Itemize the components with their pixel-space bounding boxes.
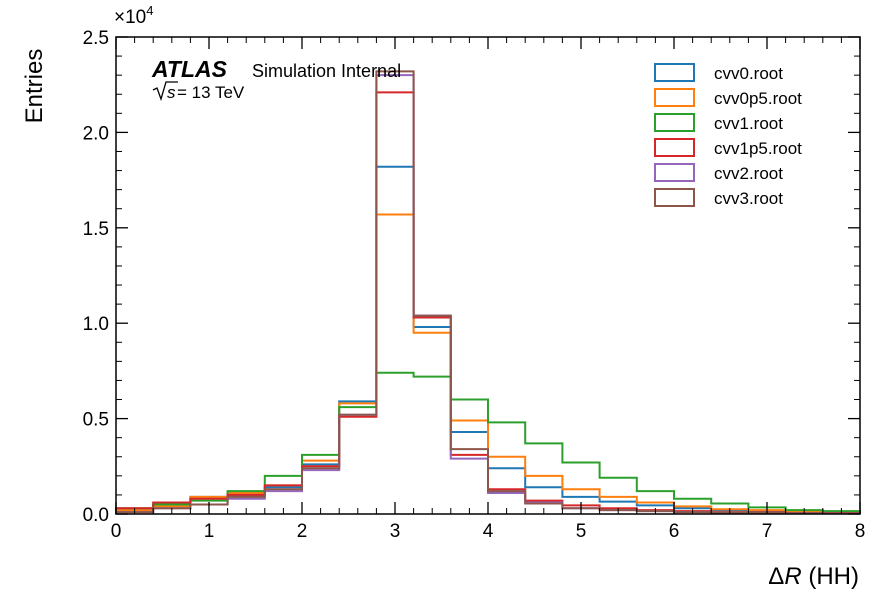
y-tick-label: 2.0 [83,123,109,144]
x-tick-label: 1 [204,521,215,542]
legend-label: cvv0.root [714,64,783,83]
y-tick-label: 0.0 [83,505,109,526]
ticks-group: 0 1 2 3 4 5 6 7 8 0.0 0.5 1.0 1.5 2.0 2.5 [83,28,866,542]
y-tick-label: 1.5 [83,219,109,240]
y-multiplier-base: ×10 [114,7,146,28]
legend-label: cvv1.root [714,114,783,133]
legend-swatch [654,138,695,157]
x-tick-label: 6 [669,521,680,542]
atlas-brand: ATLAS [151,56,228,82]
energy-value: = 13 TeV [177,83,245,102]
x-tick-label: 5 [576,521,587,542]
atlas-label: ATLAS Simulation Internal s = 13 TeV [151,56,401,102]
x-tick-label: 0 [111,521,122,542]
x-tick-label: 7 [762,521,773,542]
x-axis-title-suffix: (HH) [802,563,859,590]
x-tick-label: 2 [297,521,308,542]
x-axis-title: ΔR (HH) [768,563,859,590]
sqrt-sign [152,81,178,102]
legend-swatch [654,188,695,207]
x-tick-label: 3 [390,521,401,542]
legend-label: cvv0p5.root [714,89,802,108]
y-tick-label: 2.5 [83,28,109,49]
atlas-status: Simulation Internal [252,61,401,81]
x-tick-label: 8 [855,521,866,542]
y-multiplier-exponent: 4 [146,3,153,18]
x-axis-title-prefix: Δ [768,563,784,590]
legend-swatch [654,163,695,182]
x-axis-title-var: R [784,563,801,590]
legend-swatch [654,88,695,107]
x-tick-label: 4 [483,521,494,542]
y-axis-title: Entries [21,49,48,124]
y-tick-label: 0.5 [83,410,109,431]
energy-label: s = 13 TeV [152,81,245,102]
plot-frame [115,36,861,515]
legend: cvv0.root cvv0p5.root cvv1.root cvv1p5.root… [654,63,802,208]
legend-swatch [654,63,695,82]
legend-label: cvv2.root [714,164,783,183]
series-line-2 [115,371,861,514]
legend-label: cvv1p5.root [714,139,802,158]
series-group [115,70,861,515]
energy-symbol: s [167,83,176,102]
y-axis-multiplier: ×104 [114,3,153,28]
legend-label: cvv3.root [714,189,783,208]
y-tick-label: 1.0 [83,314,109,335]
legend-swatch [654,113,695,132]
